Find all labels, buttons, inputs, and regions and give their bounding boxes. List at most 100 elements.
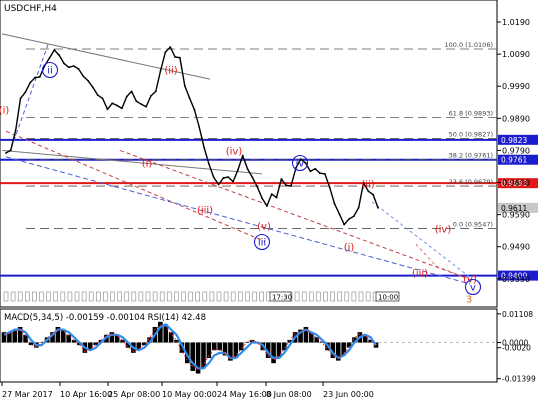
price-point (304, 162, 307, 164)
macd-histogram-bar (93, 342, 98, 346)
price-axis: 1.0190 1.0090 0.9990 0.9890 0.9790 0.9690 0.95… (497, 18, 530, 284)
time-marker-box (138, 291, 144, 302)
level-price-label: 0.9688 (501, 179, 527, 188)
price-point (372, 193, 375, 196)
macd-histogram-bar (23, 334, 28, 343)
price-panel-frame (0, 0, 498, 308)
macd-histogram-bar (249, 339, 255, 343)
time-marker-box (124, 291, 129, 302)
level-price-box (498, 134, 538, 145)
price-point (323, 172, 326, 175)
price-point (309, 170, 312, 173)
price-point (135, 100, 138, 103)
macd-histogram-bar (228, 342, 233, 361)
macd-tick-label: -0.01399 (502, 375, 536, 384)
price-point (232, 180, 234, 183)
wave-circle (253, 233, 271, 251)
chart-background (0, 0, 498, 383)
time-marker-box (145, 291, 151, 302)
wave-label: ii (47, 66, 53, 77)
macd-histogram-bar (244, 342, 249, 344)
price-tick-label: 1.0090 (502, 50, 530, 59)
wave-label: iii (258, 238, 266, 249)
level-price-box (498, 154, 538, 165)
level-price-label: 0.9761 (501, 156, 527, 165)
price-point (227, 176, 230, 178)
macd-histogram-bar (271, 342, 276, 364)
time-marker-box (167, 291, 172, 302)
level-price-box (498, 270, 538, 281)
price-point (38, 76, 41, 78)
time-tick-label: 10 Apr 16:00 (60, 390, 112, 399)
time-marker-box (238, 291, 243, 302)
price-layer (5, 46, 379, 226)
time-marker-box (32, 291, 37, 302)
price-point (53, 49, 56, 51)
time-marker-box (337, 291, 343, 302)
time-tick-label: 10 May 00:00 (162, 390, 217, 399)
price-point (208, 163, 210, 165)
price-point (58, 54, 61, 56)
time-marker-box (209, 291, 215, 302)
wave-label: v (470, 283, 476, 294)
wave-label: (iv) (226, 147, 243, 158)
macd-histogram-bar (147, 337, 152, 343)
macd-signal-line (4, 324, 377, 370)
macd-title: MACD(5,34,5) -0.00159 -0.00104 RSI(14) 4… (4, 313, 206, 323)
price-point (212, 176, 215, 179)
time-marker-box (110, 291, 115, 302)
macd-histogram-bar (217, 342, 222, 351)
price-point (328, 186, 331, 189)
price-point (362, 181, 365, 184)
time-tick-label: 8 Jun 08:00 (266, 390, 312, 399)
time-marker-box (96, 291, 101, 302)
wave-circle (464, 278, 482, 296)
price-point (217, 183, 220, 186)
price-point (19, 97, 22, 100)
time-marker-box (74, 291, 80, 302)
wave-label: (iii) (412, 269, 428, 280)
macd-histogram-bar (362, 334, 368, 343)
macd-histogram-bar (61, 329, 66, 343)
level-price-box (498, 178, 538, 189)
time-marker-highlight (375, 291, 400, 302)
macd-histogram-bar (276, 342, 282, 359)
macd-histogram-bar (287, 339, 293, 343)
price-point (34, 76, 36, 79)
macd-histogram-bar (50, 332, 55, 343)
price-tick-label: 0.9390 (502, 275, 530, 284)
macd-histogram-bar (185, 342, 190, 364)
price-point (285, 184, 288, 187)
price-point (121, 107, 123, 110)
macd-histogram-bar (168, 332, 174, 343)
price-point (164, 51, 167, 54)
time-marker-box (195, 291, 200, 302)
price-point (150, 94, 152, 97)
price-point (5, 152, 7, 154)
price-point (14, 129, 17, 132)
price-point (299, 158, 302, 160)
time-marker-label: 17:30 (272, 294, 292, 302)
price-point (179, 56, 181, 59)
price-point (377, 206, 379, 209)
price-tick-label: 0.9790 (502, 146, 530, 155)
price-tick-label: 0.9990 (502, 82, 530, 91)
time-marker-box (188, 291, 193, 302)
time-marker-box (202, 291, 208, 302)
time-marker-box (365, 291, 371, 302)
time-marker-box (245, 291, 250, 302)
price-point (203, 146, 205, 149)
current-price-box (498, 202, 538, 213)
time-marker-box (81, 291, 87, 302)
time-tick-label: 25 Apr 08:00 (108, 390, 160, 399)
time-marker-box (131, 291, 137, 302)
macd-histogram-bar (346, 342, 352, 348)
levels-layer: 0.9823 0.9761 0.9688 0.9400 0.9611 (0, 134, 538, 281)
price-point (106, 108, 109, 111)
price-point (246, 168, 249, 170)
macd-histogram-bar (71, 339, 77, 343)
price-point (338, 213, 341, 215)
